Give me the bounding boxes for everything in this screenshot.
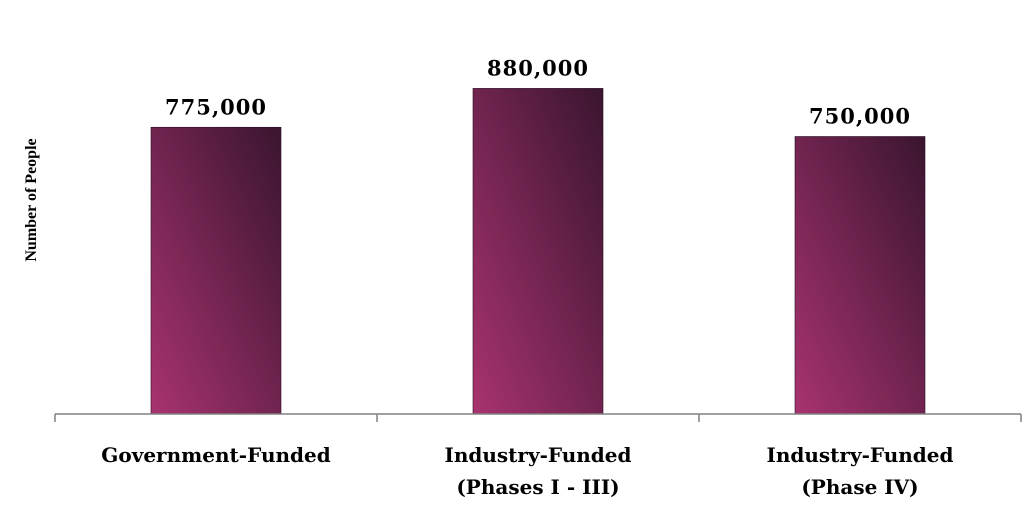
category-label-3-line-2: (Phase IV) — [801, 475, 918, 499]
y-axis-title: Number of People — [23, 138, 40, 261]
data-label-2: 880,000 — [487, 55, 589, 80]
category-label-2-line-1: Industry-Funded — [444, 443, 631, 467]
data-label-1: 775,000 — [165, 94, 267, 119]
bar-3 — [795, 137, 925, 415]
bar-2 — [473, 88, 603, 414]
category-label-1-line-1: Government-Funded — [101, 443, 330, 467]
category-label-2-line-2: (Phases I - III) — [456, 475, 619, 499]
category-label-3-line-1: Industry-Funded — [766, 443, 953, 467]
data-label-3: 750,000 — [809, 104, 911, 129]
bar-1 — [151, 127, 281, 414]
